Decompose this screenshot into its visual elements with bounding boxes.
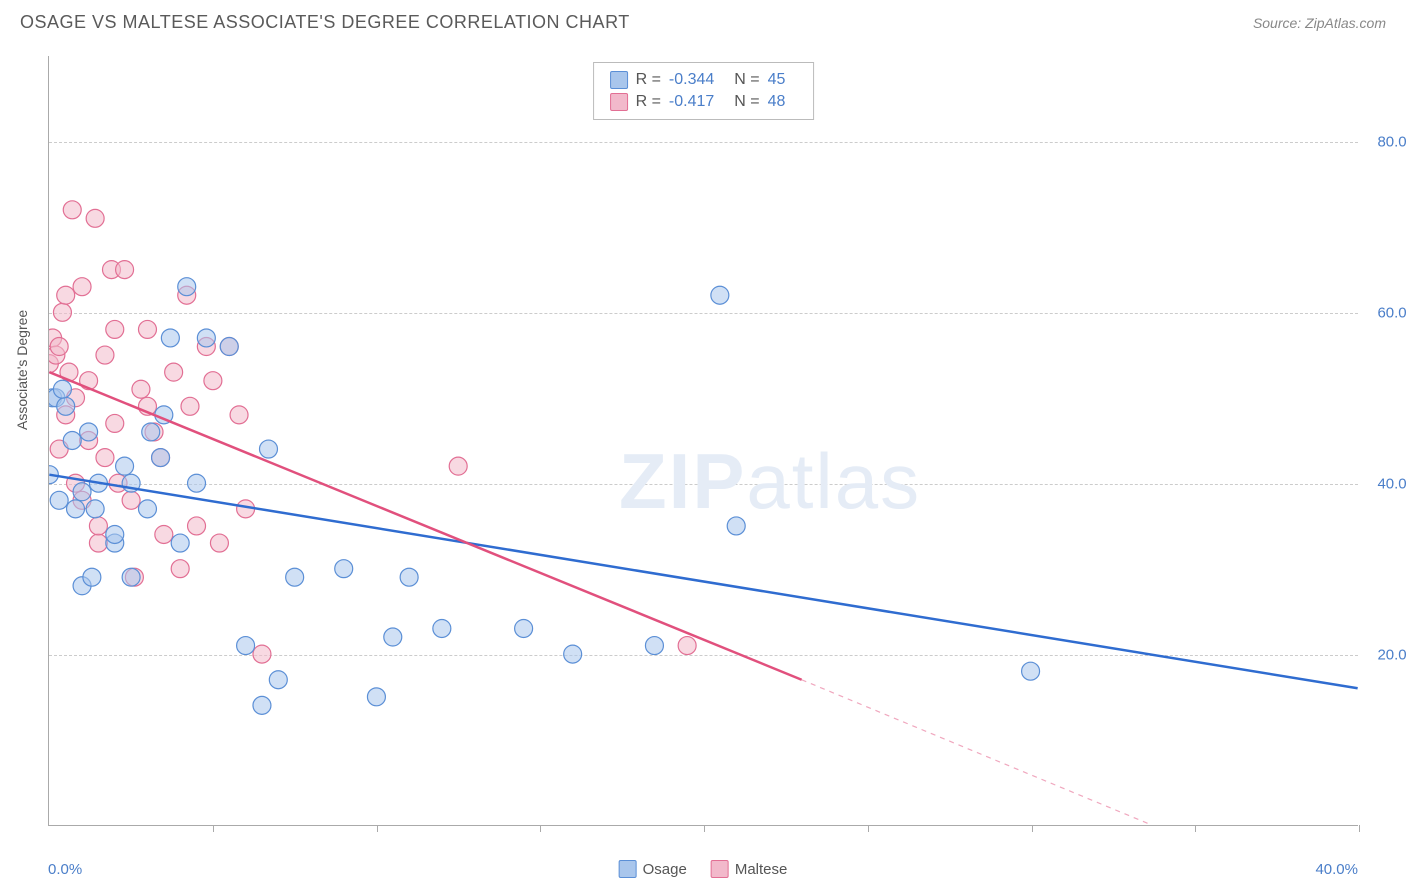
chart-title: OSAGE VS MALTESE ASSOCIATE'S DEGREE CORR…: [20, 12, 630, 33]
chart-header: OSAGE VS MALTESE ASSOCIATE'S DEGREE CORR…: [0, 0, 1406, 41]
source-attribution: Source: ZipAtlas.com: [1253, 15, 1386, 31]
legend-row-osage: R = -0.344 N = 45: [610, 69, 798, 91]
y-tick-label: 80.0%: [1377, 133, 1406, 150]
x-axis-end: 40.0%: [1315, 861, 1358, 878]
legend-osage: Osage: [619, 860, 687, 878]
swatch-maltese-bottom: [711, 860, 729, 878]
y-tick-label: 60.0%: [1377, 304, 1406, 321]
chart-plot-area: ZIPatlas R = -0.344 N = 45 R = -0.417 N …: [48, 56, 1358, 826]
swatch-maltese: [610, 93, 628, 111]
legend-maltese-label: Maltese: [735, 861, 788, 878]
y-tick-label: 20.0%: [1377, 646, 1406, 663]
correlation-legend: R = -0.344 N = 45 R = -0.417 N = 48: [593, 62, 815, 120]
x-axis-start: 0.0%: [48, 861, 82, 878]
swatch-osage-bottom: [619, 860, 637, 878]
legend-maltese: Maltese: [711, 860, 788, 878]
series-legend: Osage Maltese: [619, 860, 788, 878]
scatter-svg: [49, 56, 1358, 825]
y-axis-label: Associate's Degree: [14, 310, 30, 430]
swatch-osage: [610, 71, 628, 89]
legend-osage-label: Osage: [643, 861, 687, 878]
legend-row-maltese: R = -0.417 N = 48: [610, 91, 798, 113]
y-tick-label: 40.0%: [1377, 475, 1406, 492]
